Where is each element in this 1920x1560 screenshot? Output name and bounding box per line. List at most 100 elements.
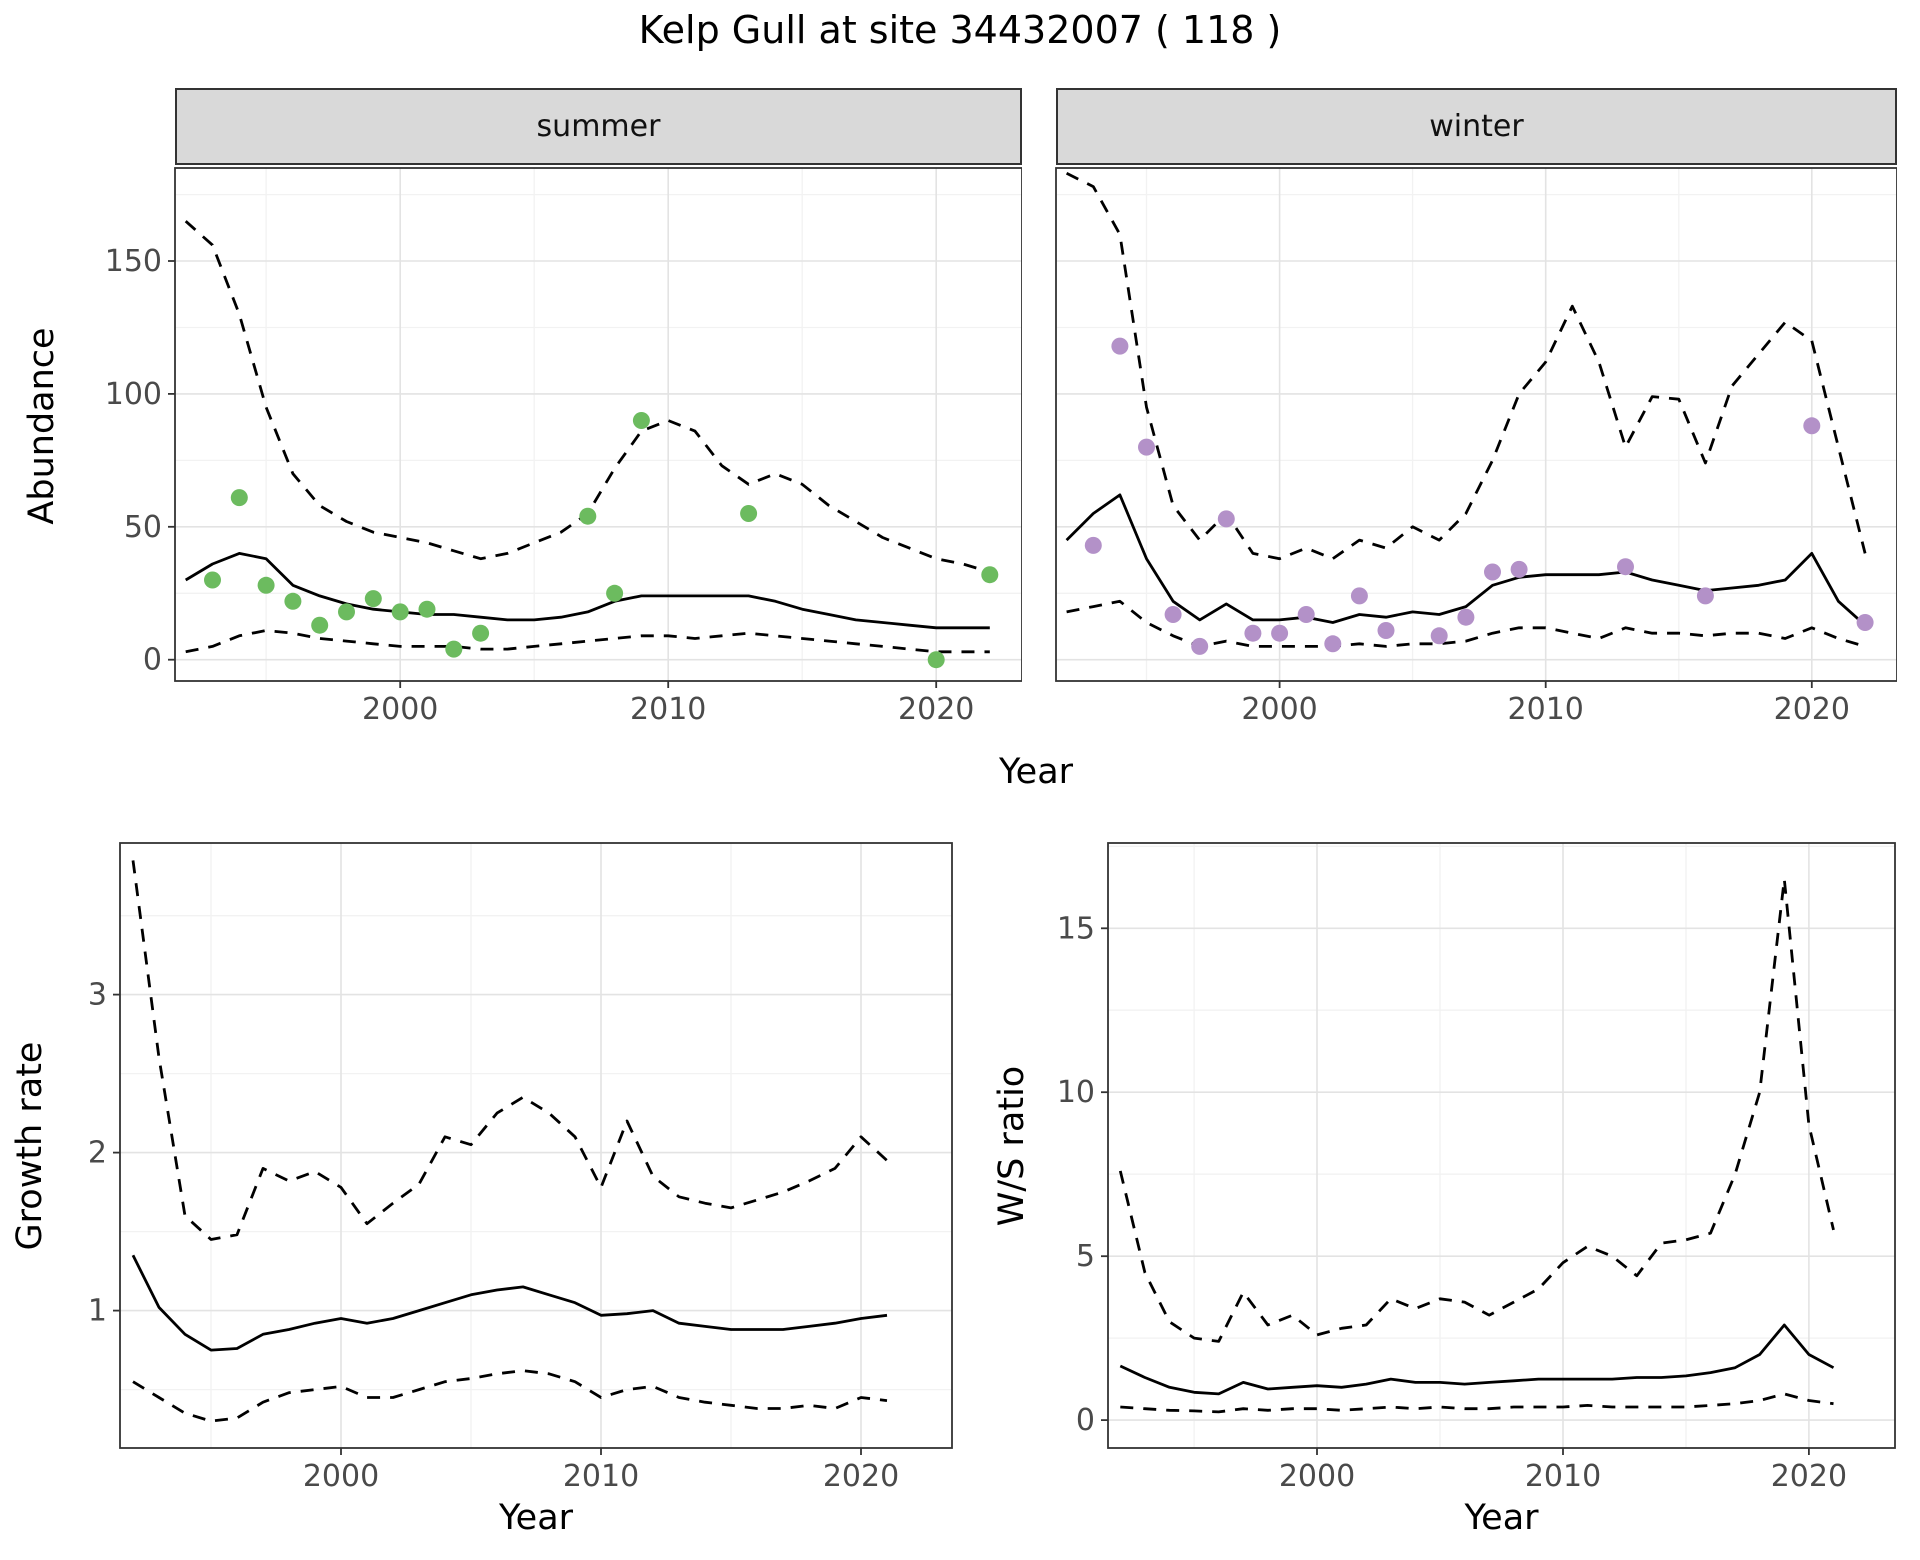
observation-point (1217, 510, 1235, 528)
grid-major (120, 843, 952, 1448)
growth-rate-lower-ci-line (132, 1369, 888, 1423)
observation-point (1696, 587, 1714, 605)
grid-minor (120, 843, 952, 1448)
x-tick-label: 2000 (1241, 692, 1317, 727)
x-axis: 2000 2010 2020 (362, 681, 974, 727)
y-tick-label: 15 (1057, 911, 1095, 946)
abundance-winter-upper-ci-line (1065, 172, 1867, 561)
panel-border (1055, 167, 1897, 682)
y-tick-label: 1 (88, 1294, 107, 1329)
x-tick-label: 2010 (630, 692, 706, 727)
facet-strip-winter-label: winter (1429, 109, 1524, 144)
observation-point (204, 571, 221, 589)
panel-background (1056, 168, 1897, 681)
ws-ratio-axis-title: W/S ratio (992, 1065, 1032, 1227)
ws-ratio-estimate-line (1119, 1323, 1835, 1396)
observation-point (418, 600, 436, 618)
x-tick-label: 2020 (898, 692, 974, 727)
year-axis-title-ws: Year (1464, 1498, 1539, 1538)
grid-major (1108, 843, 1895, 1448)
x-tick-label: 2020 (1774, 692, 1850, 727)
x-axis: 2000 2010 2020 (1279, 1448, 1847, 1494)
x-tick-label: 2010 (1508, 692, 1584, 727)
observation-point (1164, 606, 1182, 623)
y-axis: 0 50 100 150 (105, 244, 175, 678)
abundance-summer-lower-ci-line (185, 629, 990, 654)
observation-point (1457, 608, 1475, 626)
y-tick-label: 5 (1076, 1239, 1095, 1274)
observation-point (927, 651, 945, 669)
observation-point (472, 624, 490, 642)
y-tick-label: 0 (1076, 1403, 1095, 1438)
growth-rate-axis-title: Growth rate (10, 1041, 50, 1251)
ws-ratio-lower-ci-line (1120, 1392, 1834, 1414)
observation-point (1324, 635, 1342, 653)
grid-minor (1056, 168, 1897, 681)
abundance-winter-chart: 2000 2010 2020 (1055, 167, 1897, 727)
x-tick-label: 2000 (303, 1459, 379, 1494)
observation-point (1084, 536, 1102, 554)
x-tick-label: 2010 (563, 1459, 639, 1494)
observation-point (606, 584, 624, 602)
year-axis-title-top: Year (998, 752, 1074, 792)
y-tick-label: 2 (88, 1136, 107, 1171)
x-tick-label: 2020 (823, 1459, 899, 1494)
observation-point (1617, 558, 1634, 576)
ws-ratio-upper-ci-line (1118, 877, 1835, 1343)
x-axis: 2000 2010 2020 (1241, 681, 1850, 727)
panel-border (119, 842, 953, 1449)
growth-rate-estimate-line (131, 1254, 888, 1352)
observation-point (1191, 637, 1209, 655)
observation-point (1297, 606, 1315, 623)
observation-point (632, 412, 650, 429)
y-tick-label: 0 (143, 643, 162, 678)
abundance-axis-title: Abundance (22, 327, 62, 525)
x-tick-label: 2000 (1279, 1459, 1355, 1494)
observation-point (1430, 627, 1448, 645)
abundance-summer-estimate-line (184, 552, 990, 630)
observation-point (1138, 438, 1155, 456)
panel-background (120, 843, 952, 1448)
x-tick-label: 2020 (1771, 1459, 1847, 1494)
observation-point (1803, 417, 1821, 435)
year-axis-title-growth: Year (498, 1498, 574, 1538)
grid-major (175, 168, 1022, 681)
panel-border (1107, 842, 1896, 1449)
panel-background (175, 168, 1022, 681)
x-tick-label: 2000 (362, 692, 438, 727)
facet-strip-summer-label: summer (536, 109, 661, 144)
growth-rate-chart: 2000 2010 2020 1 2 3 (88, 842, 953, 1494)
abundance-winter-observations (1084, 337, 1874, 655)
panel-background (1108, 843, 1895, 1448)
observation-point (284, 592, 302, 610)
observation-point (1244, 624, 1262, 642)
grid-major (1056, 168, 1897, 681)
y-tick-label: 10 (1057, 1075, 1095, 1110)
observation-point (1111, 337, 1129, 355)
grid-minor (1108, 843, 1895, 1448)
y-tick-label: 150 (105, 244, 162, 279)
observation-point (1271, 624, 1289, 642)
observation-point (579, 507, 597, 525)
y-axis: 0 5 10 15 (1057, 911, 1108, 1438)
observation-point (1484, 563, 1501, 581)
abundance-summer-chart: 2000 2010 2020 0 50 100 150 (105, 167, 1022, 727)
observation-point (1510, 560, 1528, 578)
observation-point (445, 640, 463, 658)
y-tick-label: 50 (124, 510, 162, 545)
observation-point (257, 576, 275, 594)
observation-point (338, 603, 355, 621)
observation-point (364, 590, 382, 608)
abundance-summer-observations (204, 412, 999, 669)
x-tick-label: 2010 (1525, 1459, 1601, 1494)
observation-point (391, 603, 409, 621)
observation-point (1377, 622, 1395, 639)
observation-point (740, 505, 758, 522)
facet-strip-summer: summer (175, 88, 1022, 165)
y-tick-label: 3 (88, 978, 107, 1013)
y-tick-label: 100 (105, 377, 162, 412)
panel-border (174, 167, 1022, 682)
observation-point (981, 566, 999, 584)
y-axis: 1 2 3 (88, 978, 120, 1329)
